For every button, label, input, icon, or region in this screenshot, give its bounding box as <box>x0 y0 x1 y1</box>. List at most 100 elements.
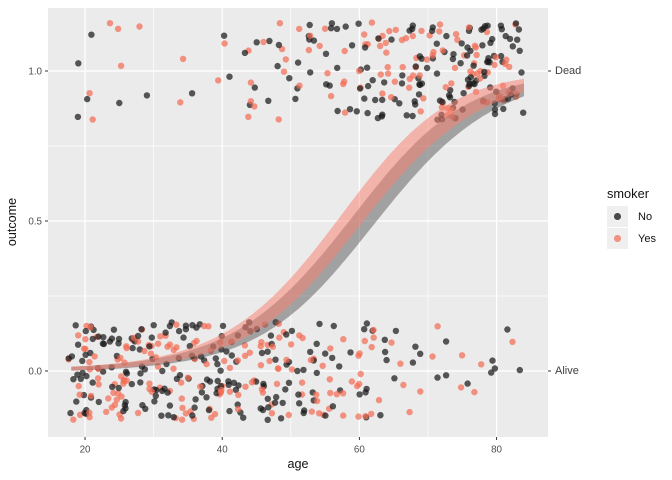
data-point <box>87 349 94 357</box>
data-point <box>473 51 480 59</box>
data-point <box>193 337 200 345</box>
data-point <box>72 322 79 329</box>
data-point <box>241 352 249 359</box>
data-point <box>103 408 110 416</box>
data-point <box>355 20 362 27</box>
data-point <box>159 387 166 395</box>
data-point <box>327 25 335 32</box>
data-point <box>115 340 122 347</box>
data-point <box>188 90 196 97</box>
data-point <box>348 42 356 49</box>
data-point <box>500 105 507 113</box>
smooth-ribbons-layer <box>71 78 525 371</box>
data-point <box>313 369 320 377</box>
data-point <box>356 391 363 398</box>
data-point <box>319 362 326 369</box>
data-point <box>88 31 95 38</box>
data-point <box>397 360 404 367</box>
data-point <box>142 405 149 412</box>
data-point <box>400 381 407 389</box>
data-point <box>95 381 102 388</box>
data-point <box>106 338 114 345</box>
data-point <box>386 27 393 35</box>
data-point <box>409 22 416 29</box>
data-point <box>175 327 183 335</box>
data-point <box>269 343 276 350</box>
data-point <box>363 320 371 327</box>
data-point <box>341 109 349 116</box>
data-point <box>415 91 423 98</box>
data-point <box>375 396 383 404</box>
data-point <box>361 326 368 333</box>
legend: smoker No Yes <box>607 186 656 250</box>
data-point <box>457 60 464 67</box>
data-point <box>271 399 279 406</box>
data-point <box>322 412 329 419</box>
data-point <box>409 112 416 120</box>
data-point <box>197 383 204 390</box>
data-point <box>285 379 293 386</box>
data-point <box>313 340 320 347</box>
data-point <box>253 39 260 46</box>
data-point <box>361 337 368 345</box>
data-point <box>240 414 247 421</box>
data-point <box>356 67 363 75</box>
data-point <box>235 391 242 399</box>
data-point <box>381 79 388 86</box>
data-point <box>305 46 313 54</box>
data-point <box>143 92 151 99</box>
data-point <box>368 410 375 418</box>
data-point <box>417 350 424 357</box>
data-point <box>275 116 282 123</box>
data-point <box>123 344 130 352</box>
data-point <box>87 324 94 331</box>
data-point <box>267 332 275 339</box>
data-point <box>206 378 214 385</box>
data-point <box>454 36 461 43</box>
data-point <box>502 32 509 40</box>
data-point <box>491 61 498 69</box>
data-point <box>347 349 354 356</box>
points-layer <box>65 19 527 423</box>
data-point <box>129 344 136 352</box>
legend-item-yes: Yes <box>607 228 656 249</box>
data-point <box>334 64 341 72</box>
data-point <box>122 398 129 406</box>
data-point <box>489 357 496 364</box>
data-point <box>154 340 162 347</box>
data-point <box>113 396 121 403</box>
data-point <box>417 388 424 395</box>
data-point <box>491 110 499 118</box>
data-point <box>406 84 413 91</box>
data-point <box>423 56 431 63</box>
data-point <box>379 111 386 118</box>
data-point <box>294 367 301 375</box>
data-point <box>356 380 363 388</box>
data-point <box>504 326 511 333</box>
data-point <box>257 362 265 369</box>
data-point <box>416 72 423 79</box>
data-point <box>235 382 242 389</box>
data-point <box>355 352 362 359</box>
right-axis-label-alive: Alive <box>555 365 579 377</box>
data-point <box>179 404 186 412</box>
data-point <box>363 64 371 71</box>
data-point <box>115 384 122 392</box>
data-point <box>516 47 523 54</box>
data-point <box>329 403 337 410</box>
data-point <box>326 376 333 383</box>
data-point <box>148 334 155 341</box>
data-point <box>89 116 96 123</box>
data-point <box>82 336 89 343</box>
data-point <box>502 60 509 67</box>
data-point <box>147 350 155 357</box>
data-point <box>138 326 145 333</box>
data-point <box>108 404 116 411</box>
data-point <box>76 391 83 398</box>
data-point <box>123 377 130 384</box>
data-point <box>379 96 386 104</box>
data-point <box>436 28 443 35</box>
legend-dot-no-icon <box>614 213 621 220</box>
data-point <box>242 383 249 390</box>
